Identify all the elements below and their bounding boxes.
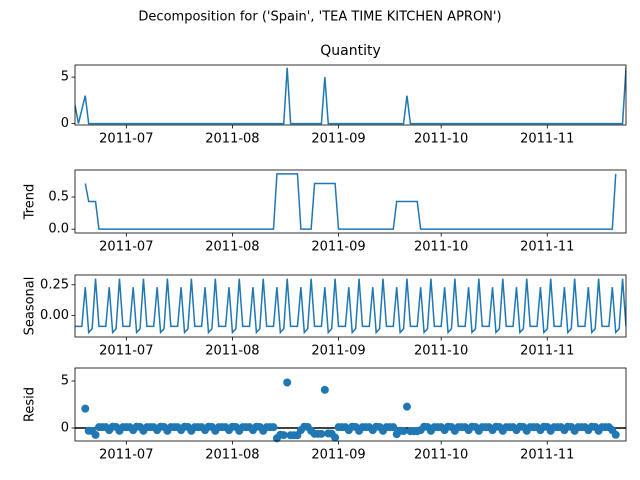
resid-point [611,430,620,439]
y-tick-label: 0.0 [48,222,69,237]
axes-frame [74,274,627,338]
axes-frame [74,64,627,126]
x-tick-label: 2011-09 [311,240,365,255]
y-tick-label: 0.5 [48,190,69,205]
resid-point [320,385,329,394]
y-tick-label: 0.00 [40,308,69,323]
resid-point [269,423,278,432]
x-tick-label: 2011-10 [414,344,468,359]
x-tick-label: 2011-08 [205,344,259,359]
resid-point [331,433,340,442]
resid-point [91,430,100,439]
x-tick-label: 2011-07 [99,132,153,147]
x-tick-label: 2011-10 [414,132,468,147]
x-tick-label: 2011-09 [311,132,365,147]
series-line [75,278,626,335]
y-tick-label: 5 [61,373,69,388]
series-line [75,67,626,125]
x-tick-label: 2011-11 [520,344,574,359]
y-tick-label: 0.25 [40,277,69,292]
x-tick-label: 2011-07 [99,240,153,255]
x-tick-label: 2011-09 [311,344,365,359]
x-tick-label: 2011-07 [99,448,153,463]
y-tick-label: 0 [61,116,69,131]
x-tick-label: 2011-11 [520,240,574,255]
resid-point [279,431,288,440]
x-tick-label: 2011-10 [414,448,468,463]
x-tick-label: 2011-10 [414,240,468,255]
x-tick-label: 2011-08 [205,132,259,147]
axes-title: Quantity [320,43,381,59]
x-tick-label: 2011-09 [311,448,365,463]
resid-point [399,427,408,436]
resid-point [317,429,326,438]
series-line [84,173,617,230]
resid-point [283,378,292,387]
axes-frame [74,367,627,442]
x-tick-label: 2011-11 [520,448,574,463]
y-tick-label: 0 [61,421,69,436]
x-tick-label: 2011-07 [99,344,153,359]
x-tick-label: 2011-11 [520,132,574,147]
figure-title: Decomposition for ('Spain', 'TEA TIME KI… [138,10,501,25]
resid-point [81,404,90,413]
resid-point [389,423,398,432]
resid-point [402,402,411,411]
y-axis-label: Seasonal [23,277,38,336]
x-tick-label: 2011-08 [205,448,259,463]
y-tick-label: 5 [61,70,69,85]
axes-frame [74,169,627,234]
y-axis-label: Resid [23,387,38,422]
x-tick-label: 2011-08 [205,240,259,255]
y-axis-label: Trend [23,184,38,221]
